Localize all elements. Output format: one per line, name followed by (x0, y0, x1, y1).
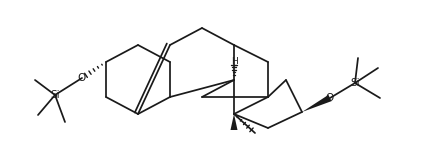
Text: H: H (231, 57, 237, 66)
Polygon shape (302, 95, 332, 112)
Polygon shape (231, 114, 237, 130)
Text: O: O (78, 73, 86, 83)
Text: O: O (326, 93, 334, 103)
Text: Si: Si (50, 90, 60, 100)
Text: Si: Si (350, 78, 360, 88)
